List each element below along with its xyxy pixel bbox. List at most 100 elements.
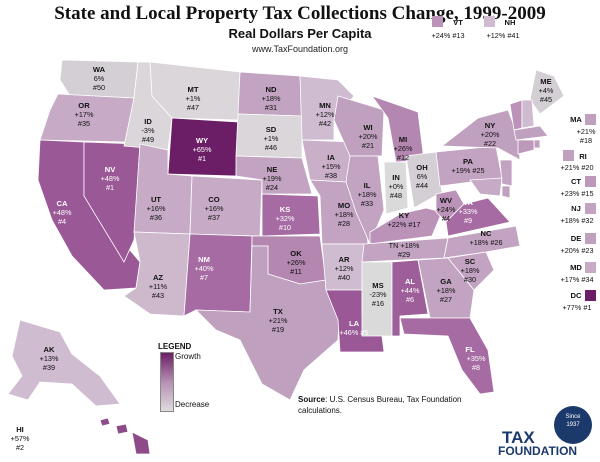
label-MS-change: -23% (369, 290, 387, 299)
label-MI-abbr: MI (399, 135, 407, 144)
state-OR[interactable] (39, 93, 135, 143)
state-HI-a[interactable] (99, 417, 111, 427)
seal-text-since: Since (565, 414, 581, 420)
label-IA-rank: #38 (325, 171, 337, 180)
label-NV-abbr: NV (105, 165, 116, 174)
state-MD[interactable] (469, 177, 503, 197)
state-AK[interactable] (7, 319, 121, 407)
state-NM[interactable] (183, 233, 253, 317)
state-NC[interactable] (443, 225, 521, 259)
label-CA-rank: #4 (58, 217, 66, 226)
state-MT[interactable] (149, 61, 241, 121)
label-GA-rank: #27 (440, 295, 452, 304)
state-FL[interactable] (399, 317, 495, 395)
label-CT-abbr: CT (571, 177, 581, 186)
label-RI-rank: #20 (581, 163, 593, 172)
legend-title: LEGEND (158, 342, 192, 351)
source-note: Source: U.S. Census Bureau, Tax Foundati… (298, 394, 478, 416)
label-HI-rank: #2 (16, 443, 24, 452)
state-labels: WA 6% #50 OR +17% #35 CA +48% #4 NV +48%… (11, 18, 596, 452)
label-TX-abbr: TX (273, 307, 283, 316)
logo-name-line2: FOUNDATION (498, 444, 578, 458)
label-CT-change-rank: +23% #15 (560, 189, 593, 198)
state-MA[interactable] (513, 125, 549, 141)
label-KY-change: +22% (387, 220, 406, 229)
label-MD-change-rank: +17% #34 (560, 275, 593, 284)
label-DC-rank: #1 (583, 303, 591, 312)
state-ME[interactable] (529, 69, 565, 115)
label-MA-change: +21% (577, 127, 596, 136)
legend-decrease-label: Decrease (175, 400, 210, 409)
label-OK-change: +26% (287, 258, 306, 267)
website-url[interactable]: www.TaxFoundation.org (251, 44, 349, 54)
label-NH-change: +12% (486, 31, 505, 40)
label-HI-abbr: HI (16, 425, 24, 434)
label-TN-rank: #29 (398, 250, 410, 259)
label-KY-change-rank: +22% #17 (387, 220, 420, 229)
label-MI-change: +26% (394, 144, 413, 153)
label-WI-abbr: WI (363, 123, 372, 132)
state-VA[interactable] (445, 197, 511, 237)
label-DE-abbr: DE (571, 234, 582, 243)
label-NE-abbr: NE (267, 165, 278, 174)
label-PA-rank: #25 (472, 166, 484, 175)
seal-text-year: 1937 (566, 422, 580, 428)
label-NH-abbr: NH (505, 18, 516, 27)
label-WY-abbr: WY (196, 136, 208, 145)
label-IN-change: +0% (389, 182, 404, 191)
state-MS[interactable] (361, 261, 393, 337)
label-ID-change: -3% (142, 126, 155, 135)
label-VA-abbr: VA (463, 198, 474, 207)
state-RI[interactable] (533, 139, 541, 149)
label-LA-change: +46% (339, 328, 358, 337)
swatch-RI (563, 150, 574, 161)
state-CO[interactable] (189, 175, 263, 237)
label-KS-rank: #10 (279, 223, 291, 232)
label-ND-change: +18% (262, 94, 281, 103)
state-KS[interactable] (261, 193, 321, 237)
label-NC-change: +18% (469, 238, 488, 247)
state-NH[interactable] (521, 99, 535, 129)
label-OH-rank: #44 (416, 181, 428, 190)
label-NY-change: +20% (481, 130, 500, 139)
label-MN-abbr: MN (319, 101, 331, 110)
label-DC-abbr: DC (571, 291, 582, 300)
state-NJ[interactable] (499, 159, 513, 187)
label-CA-change: +48% (53, 208, 72, 217)
label-WI-rank: #21 (362, 141, 374, 150)
label-AR-change: +12% (335, 264, 354, 273)
state-CT[interactable] (517, 139, 535, 155)
small-state-swatches (432, 16, 596, 301)
label-CT-change: +23% (560, 189, 579, 198)
state-OH[interactable] (405, 151, 443, 209)
source-text: : U.S. Census Bureau, Tax Foundation cal… (298, 395, 462, 415)
state-HI-c[interactable] (131, 431, 151, 455)
map-title: State and Local Property Tax Collections… (54, 3, 546, 24)
label-MD-abbr: MD (570, 263, 582, 272)
label-MD-rank: #34 (581, 275, 593, 284)
state-DE[interactable] (501, 185, 511, 199)
label-WV-change: +24% (437, 205, 456, 214)
tax-foundation-logo[interactable]: Since 1937 TAX FOUNDATION (496, 402, 596, 458)
state-HI-b[interactable] (115, 423, 129, 435)
label-DE-change-rank: +20% #23 (560, 246, 593, 255)
label-NM-change: +40% (195, 264, 214, 273)
label-DE-change: +20% (560, 246, 579, 255)
label-FL-rank: #8 (472, 363, 480, 372)
swatch-NH (484, 16, 495, 27)
label-MT-change: +1% (186, 94, 201, 103)
legend-color-ramp (160, 352, 174, 412)
label-WV-abbr: WV (440, 196, 453, 205)
label-IL-abbr: IL (364, 181, 371, 190)
label-VT-abbr: VT (453, 18, 463, 27)
label-NM-abbr: NM (198, 255, 210, 264)
label-OK-abbr: OK (290, 249, 302, 258)
state-IN[interactable] (383, 161, 409, 215)
label-NV-rank: #1 (106, 183, 114, 192)
label-AK-rank: #39 (43, 363, 55, 372)
state-TX[interactable] (194, 245, 341, 401)
label-VA-change: +33% (459, 207, 478, 216)
label-WY-change: +65% (193, 145, 212, 154)
label-IL-change: +18% (358, 190, 377, 199)
